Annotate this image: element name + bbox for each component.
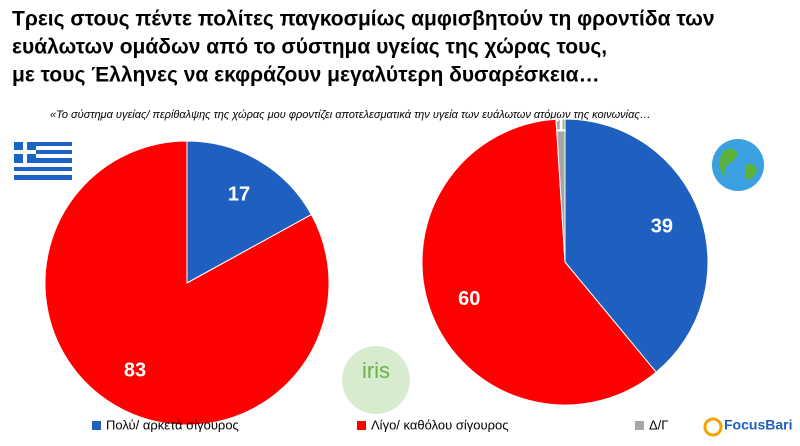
logo-text: iris (362, 358, 390, 383)
legend-swatch (357, 421, 366, 430)
legend-label: Λίγο/ καθόλου σίγουρος (371, 417, 509, 432)
pie-slice (564, 118, 709, 373)
focusbari-logo: FocusBari (703, 417, 792, 437)
title-line: με τους Έλληνες να εκφράζουν μεγαλύτερη … (12, 64, 600, 87)
value-label: 39 (651, 215, 673, 237)
pie-slice (421, 118, 657, 406)
pie-slice (555, 118, 566, 263)
title-line: Τρεις στους πέντε πολίτες παγκοσμίως αμφ… (12, 8, 715, 31)
title-line: ευάλωτων ομάδων από το σύστημα υγείας τη… (12, 36, 607, 59)
pie-slice (186, 140, 313, 284)
value-label: 17 (228, 183, 250, 205)
pie-slice (44, 140, 330, 426)
legend-label: Πολύ/ αρκετά σίγουρος (106, 417, 239, 432)
logo-text: FocusBari (724, 417, 792, 433)
subtitle: «Το σύστημα υγείας/ περίθαλψης της χώρας… (50, 109, 651, 121)
globe-icon (712, 139, 764, 191)
legend-swatch (635, 421, 644, 430)
value-label: 60 (458, 288, 480, 310)
greek-flag (14, 142, 72, 180)
value-label: 83 (124, 359, 146, 381)
iris-logo: iris (342, 346, 410, 414)
legend-swatch (92, 421, 101, 430)
legend-label: Δ/Γ (649, 417, 668, 432)
value-label: 1 (555, 114, 566, 136)
